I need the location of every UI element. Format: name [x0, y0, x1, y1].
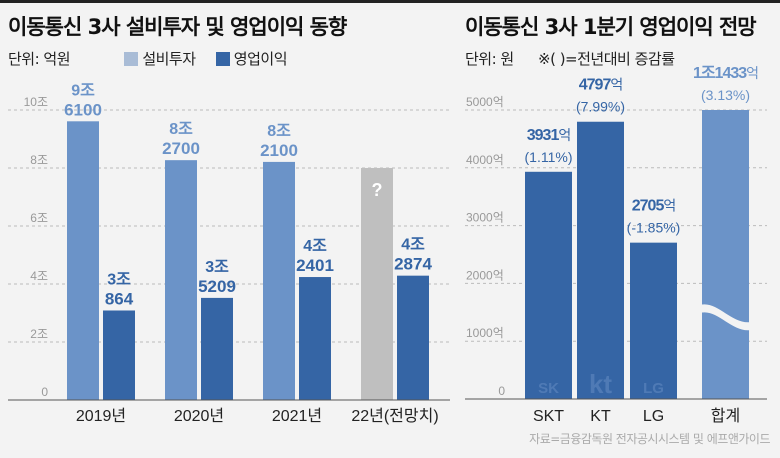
operating-label-bottom: 5209: [198, 277, 236, 296]
capex-bar: [165, 160, 197, 400]
y-tick-label: 3000억: [466, 211, 504, 225]
capex-label-top: 9조: [71, 82, 95, 99]
bar-KT: [577, 121, 624, 399]
right-subtitle: 단위: 원 ※( )=전년대비 증감률: [465, 48, 675, 69]
operating-label-bottom: 2874: [394, 255, 432, 274]
y-tick-label: 4000억: [466, 153, 504, 167]
operating-bar: [299, 277, 331, 400]
change-label: (-1.85%): [627, 220, 681, 236]
x-tick-label: 2021년: [272, 407, 322, 425]
bar-합계: [702, 110, 749, 399]
y-tick-label: 10조: [24, 95, 48, 109]
y-tick-label: 0: [41, 385, 48, 399]
right-unit: 단위: 원: [465, 50, 514, 68]
y-tick-label: 0: [498, 384, 505, 398]
logo-KT: kt: [589, 369, 612, 399]
capex-label-bottom: 6100: [64, 100, 102, 119]
right-note: ※( )=전년대비 증감률: [538, 50, 675, 68]
change-label: (1.11%): [525, 149, 573, 165]
axis-break-icon: [700, 304, 751, 331]
left-chart-title: 이동통신 3사 설비투자 및 영업이익 동향: [8, 15, 347, 39]
operating-label-top: 3조: [205, 259, 229, 276]
y-tick-label: 6조: [30, 211, 48, 225]
right-chart-title: 이동통신 3사 1분기 영업이익 전망: [465, 15, 757, 39]
y-tick-label: 4조: [30, 269, 48, 283]
bar-LG: [630, 242, 677, 399]
value-label: 2705억: [632, 198, 676, 215]
capex-label-bottom: 2700: [162, 139, 200, 158]
y-tick-label: 2조: [30, 327, 48, 341]
x-tick-label: 합계: [711, 407, 740, 425]
legend-label-operating: 영업이익: [233, 50, 288, 68]
operating-label-top: 4조: [401, 237, 425, 254]
source-note: 자료=금융감독원 전자공시시스템 및 에프앤가이드: [529, 432, 770, 446]
operating-bar: [397, 275, 429, 400]
change-label: (7.99%): [576, 99, 625, 115]
value-label: 1조1433억: [693, 65, 758, 82]
unknown-mark: ?: [372, 180, 383, 200]
left-legend: 단위: 억원 설비투자 영업이익: [8, 48, 288, 69]
value-label: 3931억: [527, 127, 571, 144]
operating-bar: [201, 297, 233, 400]
capex-bar: [361, 168, 393, 400]
capex-label-top: 8조: [169, 121, 193, 138]
operating-bar: [103, 310, 135, 400]
operating-label-bottom: 864: [105, 289, 134, 308]
capex-bar: [67, 121, 99, 400]
legend-swatch-capex: [124, 52, 139, 66]
legend-swatch-operating: [215, 52, 230, 66]
y-tick-label: 5000억: [466, 95, 504, 109]
y-tick-label: 1000억: [466, 326, 504, 340]
bar-SKT: [525, 171, 572, 399]
legend-label-capex: 설비투자: [142, 50, 196, 68]
value-label: 4797억: [579, 77, 623, 94]
x-tick-label: SKT: [533, 408, 564, 425]
x-tick-label: 2019년: [76, 407, 126, 425]
x-tick-label: 22년(전망치): [351, 407, 438, 425]
logo-SKT: SK: [538, 380, 559, 397]
x-tick-label: 2020년: [174, 407, 224, 425]
y-tick-label: 2000억: [466, 268, 504, 282]
capex-label-bottom: 2100: [260, 141, 298, 160]
capex-bar: [263, 161, 295, 400]
x-tick-label: LG: [643, 408, 664, 425]
left-unit: 단위: 억원: [8, 50, 71, 68]
operating-label-top: 4조: [303, 238, 327, 255]
charts-svg: 02조4조6조8조10조9조61003조8642019년8조27003조5209…: [8, 65, 767, 425]
operating-label-top: 3조: [107, 271, 131, 288]
x-tick-label: KT: [590, 408, 611, 425]
y-tick-label: 8조: [30, 153, 48, 167]
capex-label-top: 8조: [267, 123, 291, 140]
change-label: (3.13%): [701, 87, 750, 103]
operating-label-bottom: 2401: [296, 256, 334, 275]
logo-LG: LG: [643, 380, 664, 397]
